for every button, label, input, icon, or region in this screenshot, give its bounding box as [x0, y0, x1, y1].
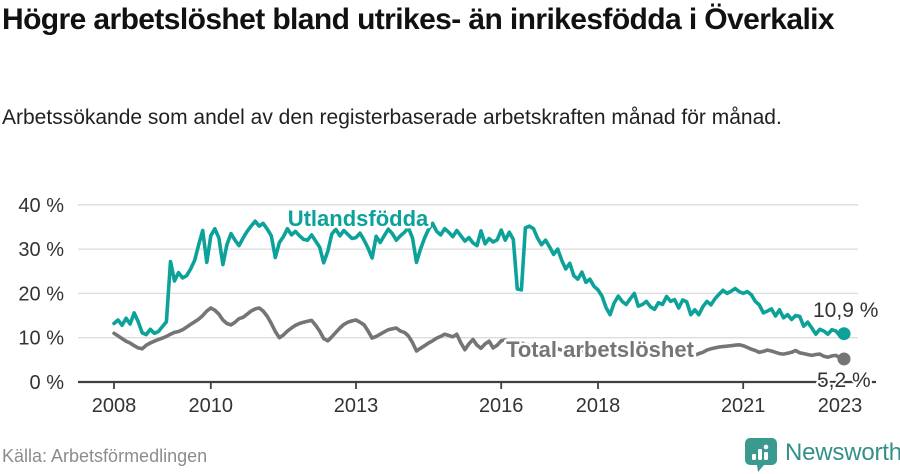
x-tick-label-2013: 2013: [334, 395, 379, 417]
logo-dot: [763, 444, 769, 450]
source-note: Källa: Arbetsförmedlingen: [2, 446, 208, 466]
page-title: Högre arbetslöshet bland utrikes- än inr…: [2, 3, 835, 36]
series-end-dot-utlandsf-dda: [837, 327, 851, 341]
logo-bar-1: [752, 454, 756, 460]
series-label-total-arbetsl-shet: Total arbetslöshet: [506, 337, 695, 362]
y-tick-label-30: 30 %: [18, 239, 64, 261]
x-tick-label-2010: 2010: [189, 395, 234, 417]
x-tick-label-2016: 2016: [479, 395, 524, 417]
logo-bar-2: [758, 449, 762, 460]
x-tick-label-2018: 2018: [576, 395, 621, 417]
x-tick-label-2008: 2008: [92, 395, 137, 417]
line-chart: 0 % 10 % 20 % 30 % 40 % 2008 2010 2013 2016 2018 2…: [0, 178, 900, 428]
x-tick-label-2023: 2023: [818, 395, 863, 417]
y-tick-label-40: 40 %: [18, 195, 64, 217]
series-end-dot-total-arbetsl-shet: [837, 352, 851, 366]
chart-subtitle: Arbetssökande som andel av den registerb…: [2, 106, 782, 129]
x-tick-label-2021: 2021: [721, 395, 766, 417]
end-value-label-utlandsf-dda: 10,9 %: [813, 299, 878, 322]
end-value-label-total-arbetsl-shet: 5,2 %: [817, 369, 871, 392]
series-line-total-arbetsl-shet: [112, 306, 846, 361]
newsworthy-logo: Newsworthy: [744, 437, 900, 473]
y-tick-label-10: 10 %: [18, 328, 64, 350]
newsworthy-wordmark: Newsworthy: [785, 439, 900, 466]
y-tick-label-20: 20 %: [18, 283, 64, 305]
chart-canvas: 0 % 10 % 20 % 30 % 40 % 2008 2010 2013 2016 2018 2…: [18, 195, 880, 417]
series-label-utlandsf-dda: Utlandsfödda: [288, 206, 429, 231]
logo-bar-3: [764, 452, 768, 460]
newsworthy-bubble-icon: [745, 438, 777, 472]
y-tick-label-0: 0 %: [30, 372, 65, 394]
series-line-utlandsf-dda: [112, 219, 846, 338]
